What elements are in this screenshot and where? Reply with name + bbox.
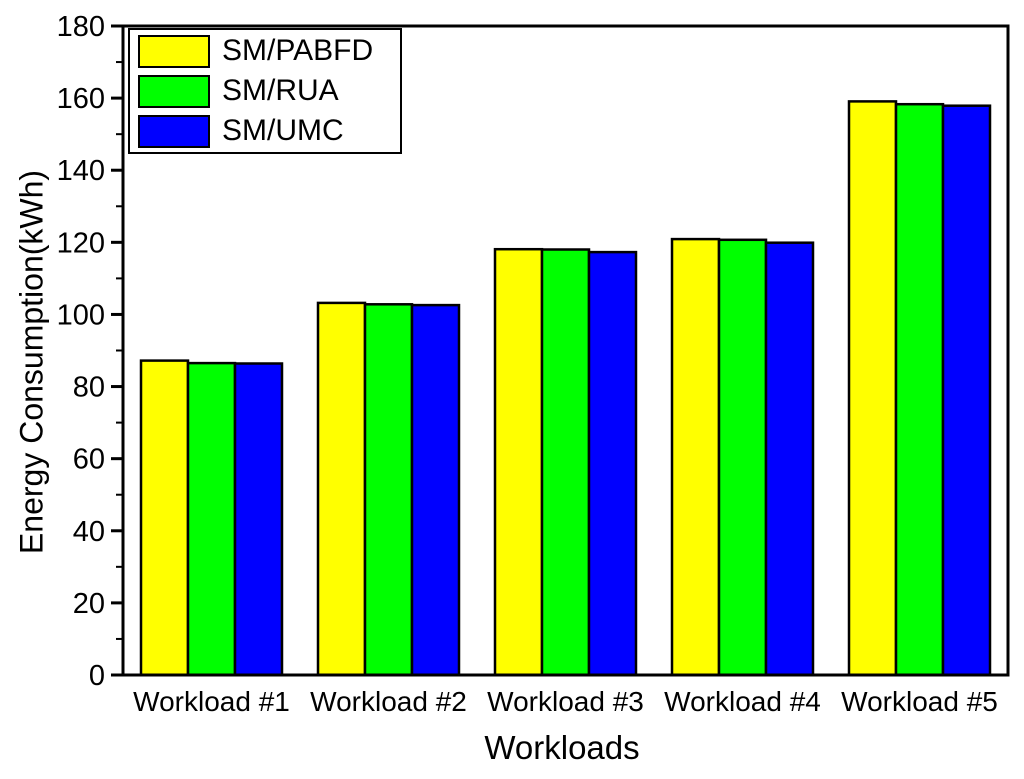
bar-series3-group1 — [233, 362, 284, 677]
bar-series1-group3 — [493, 247, 544, 677]
y-tick-label: 20 — [73, 588, 105, 620]
bar-series2-group2 — [363, 303, 414, 677]
bar-series2-group5 — [894, 102, 945, 677]
legend-entry-sm-pabfd: SM/PABFD — [138, 31, 400, 71]
bar-series1-group2 — [316, 301, 367, 677]
legend-label-sm-umc: SM/UMC — [222, 114, 344, 147]
y-tick-label: 0 — [89, 660, 105, 692]
legend-swatch-sm-rua — [138, 74, 210, 108]
bar-series1-group1 — [139, 359, 190, 677]
bar-series2-group1 — [186, 361, 237, 677]
legend-label-sm-pabfd: SM/PABFD — [222, 34, 374, 67]
y-tick-label: 40 — [73, 516, 105, 548]
y-axis-title: Energy Consumption(kWh) — [13, 169, 50, 555]
bar-series3-group3 — [587, 250, 638, 677]
bar-series1-group4 — [670, 237, 721, 677]
y-tick-label: 100 — [57, 299, 105, 331]
legend-label-sm-rua: SM/RUA — [222, 74, 339, 107]
y-tick-label: 160 — [57, 83, 105, 115]
x-tick-label: Workload #1 — [133, 686, 290, 717]
bar-series3-group5 — [941, 104, 992, 677]
bar-series2-group4 — [717, 238, 768, 677]
legend-swatch-sm-pabfd — [138, 34, 210, 68]
legend-swatch-sm-umc — [138, 114, 210, 148]
x-tick-label: Workload #4 — [664, 686, 821, 717]
y-tick-label: 60 — [73, 444, 105, 476]
x-axis-title: Workloads — [484, 729, 640, 766]
legend-entry-sm-rua: SM/RUA — [138, 71, 400, 111]
bar-series3-group4 — [764, 241, 815, 677]
y-tick-label: 140 — [57, 155, 105, 187]
x-tick-label: Workload #3 — [487, 686, 644, 717]
legend-entry-sm-umc: SM/UMC — [138, 111, 400, 151]
bar-series2-group3 — [540, 248, 591, 677]
legend: SM/PABFD SM/RUA SM/UMC — [128, 28, 402, 154]
bar-series1-group5 — [847, 100, 898, 677]
y-tick-label: 80 — [73, 372, 105, 404]
y-tick-label: 180 — [57, 11, 105, 43]
bar-series3-group2 — [410, 303, 461, 677]
y-tick-label: 120 — [57, 227, 105, 259]
x-tick-label: Workload #2 — [310, 686, 467, 717]
x-tick-label: Workload #5 — [841, 686, 998, 717]
